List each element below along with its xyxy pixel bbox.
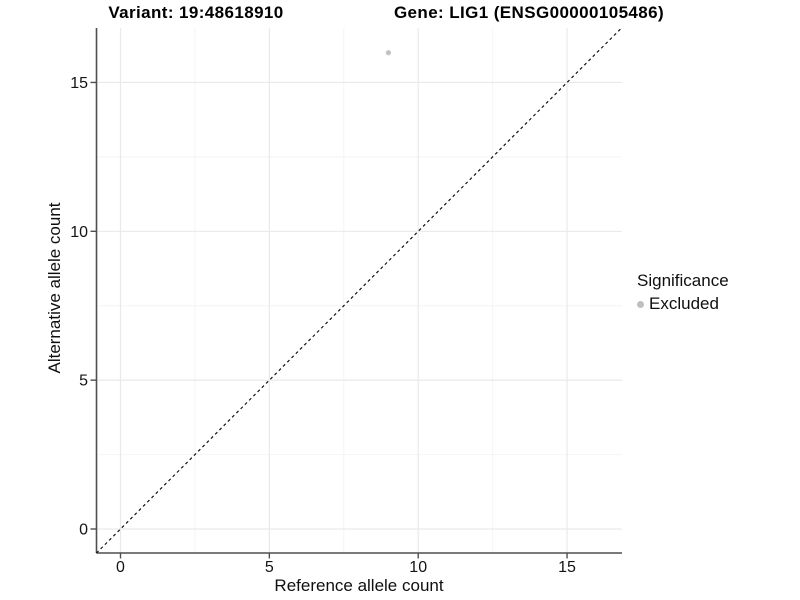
x-tick-label: 10 [409, 559, 427, 576]
data-point [385, 50, 392, 56]
y-tick-label: 5 [79, 373, 88, 390]
x-axis-title: Reference allele count [274, 576, 444, 595]
x-tick-label: 0 [116, 559, 125, 576]
y-axis-title: Alternative allele count [45, 202, 64, 374]
legend-title: Significance [637, 271, 729, 290]
x-tick-label: 5 [265, 559, 274, 576]
legend-entry: Excluded [637, 294, 729, 314]
legend-entry-label: Excluded [649, 294, 719, 313]
excluded-point-icon [637, 300, 644, 308]
x-tick-label: 15 [558, 559, 576, 576]
y-tick-label: 15 [70, 75, 88, 92]
gene-title: Gene: LIG1 (ENSG00000105486) [393, 3, 665, 22]
y-tick-label: 0 [79, 522, 88, 539]
identity-dashed-line [95, 27, 622, 554]
variant-title: Variant: 19:48618910 [108, 3, 284, 22]
legend: Significance Excluded [637, 271, 729, 314]
y-tick-label: 10 [70, 224, 88, 241]
